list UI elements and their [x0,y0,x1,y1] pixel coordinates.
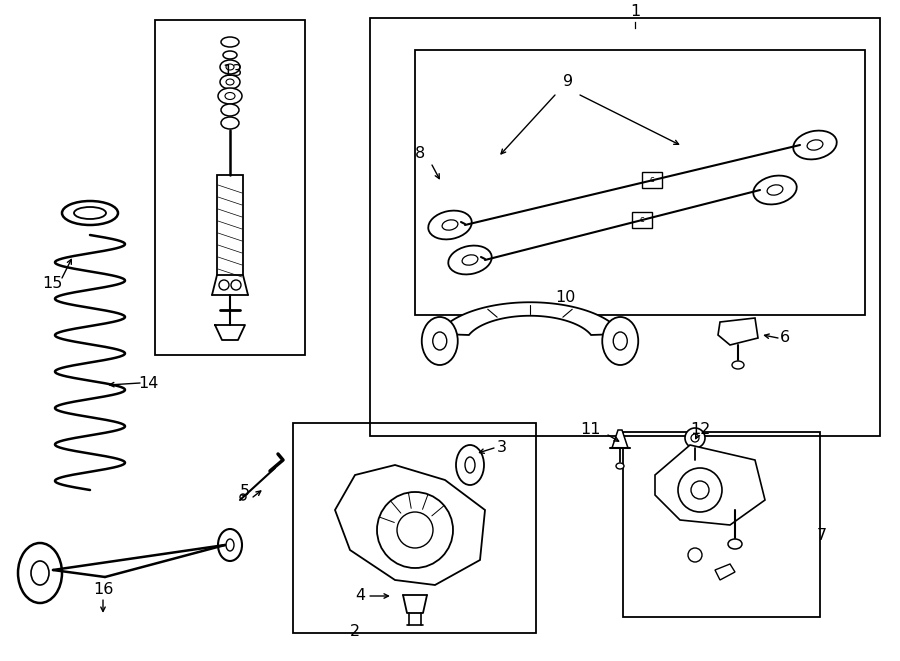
Text: 14: 14 [138,375,158,391]
Ellipse shape [428,211,472,239]
Ellipse shape [613,332,627,350]
Ellipse shape [225,93,235,100]
Circle shape [685,428,705,448]
Text: 12: 12 [689,422,710,438]
Text: 7: 7 [817,527,827,543]
Ellipse shape [616,463,624,469]
Polygon shape [438,302,622,335]
Circle shape [691,434,699,442]
Text: 1: 1 [630,5,640,20]
Ellipse shape [221,37,239,47]
Text: c: c [640,215,644,225]
Text: 3: 3 [497,440,507,455]
Polygon shape [612,430,628,448]
Ellipse shape [753,176,796,204]
Ellipse shape [462,255,478,265]
Bar [632,212,652,228]
Polygon shape [655,445,765,525]
Bar [217,175,243,275]
Polygon shape [718,318,758,345]
Ellipse shape [221,104,239,116]
Text: 9: 9 [562,75,573,89]
Ellipse shape [442,220,458,230]
Ellipse shape [226,539,234,551]
Circle shape [231,280,241,290]
Text: 8: 8 [415,145,425,161]
Ellipse shape [728,539,742,549]
Ellipse shape [465,457,475,473]
Bar [415,50,865,315]
Ellipse shape [218,529,242,561]
Bar [155,20,305,355]
Ellipse shape [220,75,240,89]
Polygon shape [335,465,485,585]
Bar [642,172,662,188]
Bar [293,423,536,633]
Text: 5: 5 [240,485,250,500]
Text: 4: 4 [355,588,365,603]
Ellipse shape [807,140,823,150]
Circle shape [397,512,433,548]
Circle shape [219,280,229,290]
Ellipse shape [74,207,106,219]
Text: 13: 13 [222,65,242,79]
Ellipse shape [793,131,837,159]
Text: 15: 15 [41,276,62,292]
Ellipse shape [62,201,118,225]
Ellipse shape [422,317,458,365]
Ellipse shape [18,543,62,603]
Ellipse shape [223,51,237,59]
Ellipse shape [218,88,242,104]
Ellipse shape [732,361,744,369]
Bar [623,432,820,617]
Text: 6: 6 [780,330,790,346]
Ellipse shape [31,561,49,585]
Ellipse shape [456,445,484,485]
Ellipse shape [221,117,239,129]
Ellipse shape [226,64,234,70]
Ellipse shape [448,246,491,274]
Text: c: c [650,176,654,184]
Ellipse shape [767,185,783,195]
Bar [370,18,880,436]
Ellipse shape [602,317,638,365]
Text: 16: 16 [93,582,113,598]
Circle shape [377,492,453,568]
Circle shape [678,468,722,512]
Ellipse shape [220,60,240,74]
Circle shape [240,494,246,500]
Ellipse shape [433,332,446,350]
Polygon shape [715,564,735,580]
Text: 11: 11 [580,422,600,438]
Circle shape [691,481,709,499]
Circle shape [688,548,702,562]
Ellipse shape [226,79,234,85]
Text: 2: 2 [350,625,360,639]
Text: 10: 10 [554,290,575,305]
